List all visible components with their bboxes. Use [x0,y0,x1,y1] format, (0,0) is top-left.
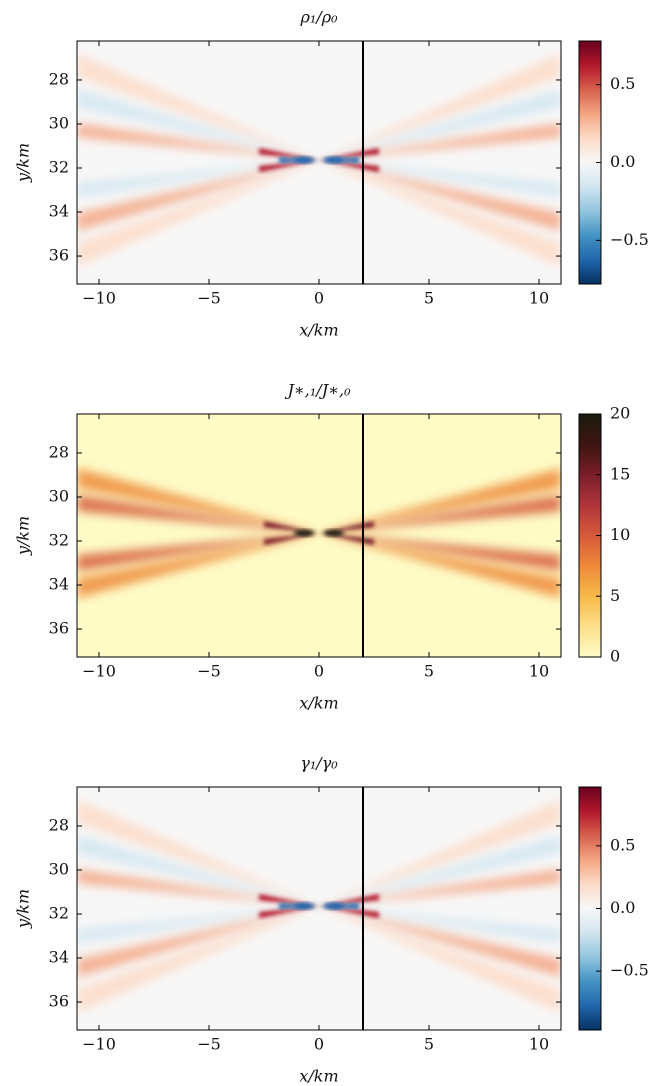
field-beam [77,468,319,534]
field-beam [77,533,319,599]
colorbar-tick-label: 15 [610,464,630,483]
y-tick-label: 36 [49,246,69,265]
y-tick-label: 32 [49,158,69,177]
field-beam [77,869,319,907]
field-beam [319,906,561,978]
field-beam [319,495,561,534]
y-tick-label: 36 [49,992,69,1011]
y-axis-label: y/km [14,516,33,556]
x-tick-label: −10 [82,1035,116,1054]
chart-title: γ₁/γ₀ [300,754,338,773]
field-beam [319,869,561,907]
field-core [324,529,344,537]
colorbar-tick-label: 0 [610,647,620,666]
x-tick-label: −5 [197,289,221,308]
x-tick-label: −5 [197,662,221,681]
y-tick-label: 32 [49,531,69,550]
field-beam [319,533,561,572]
y-tick-label: 32 [49,904,69,923]
x-tick-label: 5 [424,662,434,681]
field [77,787,561,1030]
field [77,414,561,657]
x-tick-label: −10 [82,289,116,308]
field-core [294,529,314,537]
y-tick-label: 28 [49,442,69,461]
y-tick-label: 34 [49,202,69,221]
y-tick-label: 34 [49,948,69,967]
y-axis-label: y/km [14,143,33,183]
y-tick-label: 34 [49,575,69,594]
x-tick-label: 0 [314,662,324,681]
x-tick-label: 5 [424,289,434,308]
x-tick-label: −10 [82,662,116,681]
field-beam [77,906,319,944]
field-beam [319,89,561,161]
colorbar-tick-label: 20 [610,404,630,423]
field-beam [319,160,561,268]
field-beam [319,799,561,907]
y-axis-label: y/km [14,889,33,929]
y-tick-label: 30 [49,859,69,878]
y-tick-label: 28 [49,815,69,834]
y-tick-label: 28 [49,69,69,88]
colorbar-tick-label: 5 [610,586,620,605]
field-beam [77,799,319,907]
field-beam [77,160,319,198]
chart-title: ρ₁/ρ₀ [299,8,338,27]
field-beam [77,53,319,161]
colorbar-tick-label: 10 [610,525,630,544]
y-tick-label: 30 [49,486,69,505]
field-core [294,902,314,910]
x-tick-label: 5 [424,1035,434,1054]
x-tick-label: 10 [529,662,549,681]
field-beam [77,906,319,978]
x-tick-label: 0 [314,289,324,308]
x-tick-label: 10 [529,289,549,308]
field-beam [319,160,561,232]
field-beam [319,160,561,198]
field-core [294,156,314,164]
colorbar-tick-label: −0.5 [610,230,649,249]
chart-title: J∗,₁/J∗,₀ [285,381,352,400]
x-axis-label: x/km [299,1067,338,1086]
x-axis-label: x/km [299,694,338,713]
field-beam [77,533,319,572]
colorbar-tick-label: 0.0 [610,898,635,917]
field-beam [77,123,319,161]
field-beam [319,906,561,944]
field-beam [319,123,561,161]
colorbar-tick-label: 0.5 [610,835,635,854]
x-tick-label: −5 [197,1035,221,1054]
field-beam [319,835,561,907]
x-tick-label: 10 [529,1035,549,1054]
field-background [77,787,561,1030]
field [77,41,561,284]
field-beam [319,906,561,1014]
field-beam [319,53,561,161]
colorbar-tick-label: 0.0 [610,152,635,171]
y-tick-label: 36 [49,619,69,638]
field-beam [77,160,319,232]
colorbar-tick-label: 0.5 [610,74,635,93]
field-beam [77,160,319,268]
field-beam [319,468,561,534]
field-beam [77,89,319,161]
x-axis-label: x/km [299,321,338,340]
field-beam [319,533,561,599]
colorbar-tick-label: −0.5 [610,961,649,980]
field-background [77,414,561,657]
y-tick-label: 30 [49,113,69,132]
field-core [324,156,344,164]
field-core [324,902,344,910]
field-beam [77,906,319,1014]
field-background [77,41,561,284]
x-tick-label: 0 [314,1035,324,1054]
field-beam [77,495,319,534]
field-beam [77,835,319,907]
